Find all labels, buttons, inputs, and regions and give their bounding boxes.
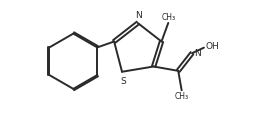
Text: CH₃: CH₃	[161, 13, 175, 22]
Text: N: N	[135, 11, 142, 20]
Text: S: S	[120, 76, 126, 86]
Text: N: N	[194, 49, 201, 58]
Text: CH₃: CH₃	[175, 92, 189, 101]
Text: OH: OH	[205, 42, 219, 51]
